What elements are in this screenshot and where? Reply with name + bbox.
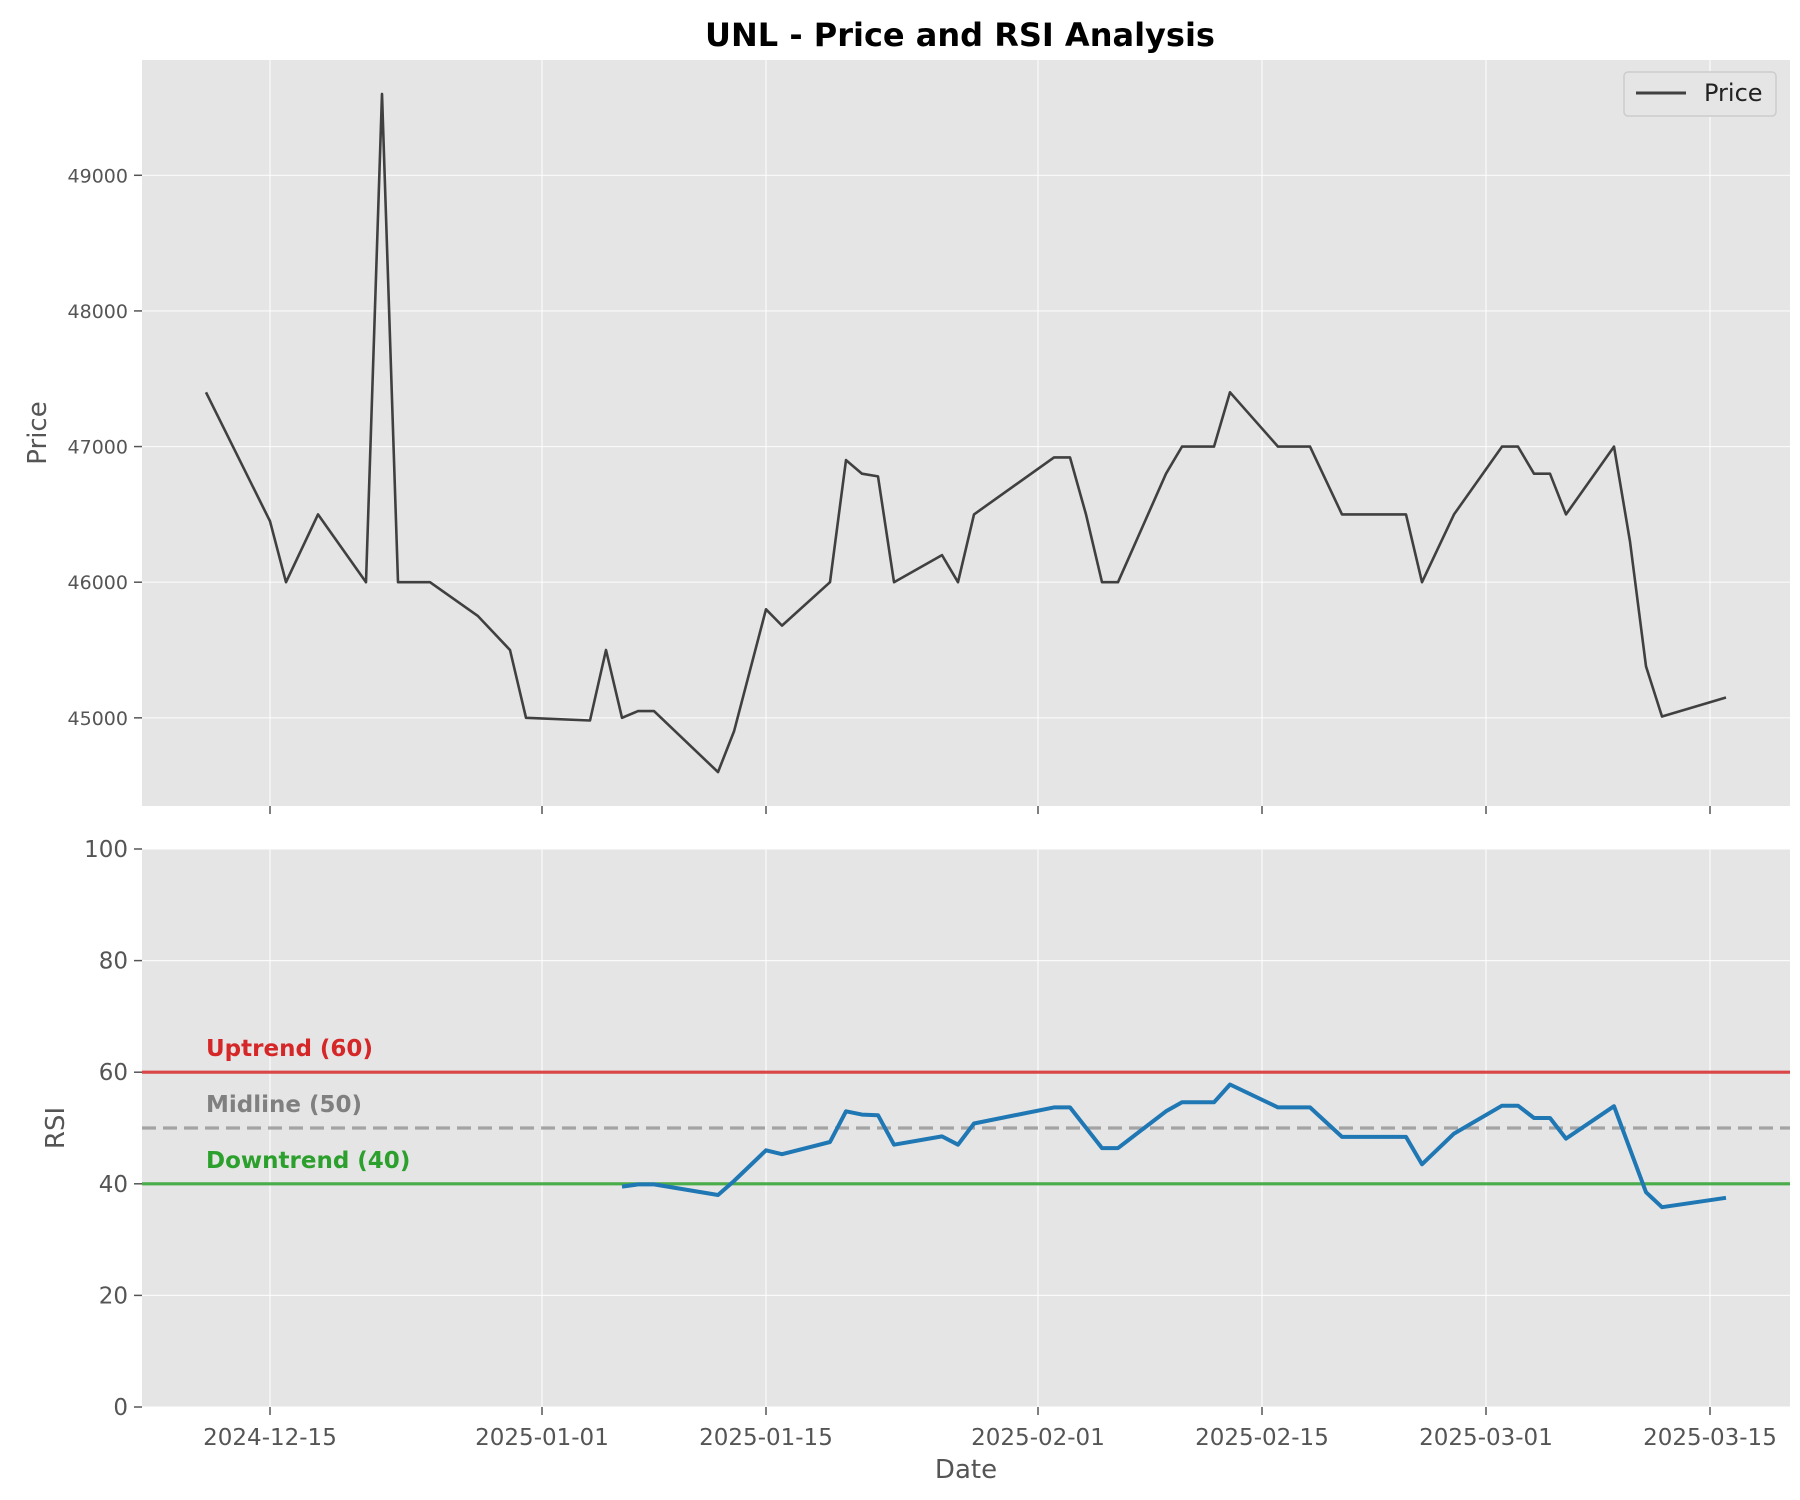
rsi-y-tick-label: 60 [99,1060,128,1086]
x-axis-title: Date [935,1455,997,1485]
price-y-tick-label: 46000 [68,572,128,594]
rsi-reference-lines: Uptrend (60) Midline (50) Downtrend (40) [142,1036,1790,1186]
price-y-tick-label: 48000 [68,301,128,323]
rsi-y-tick-label: 0 [113,1395,128,1421]
price-x-ticks [269,806,1711,814]
rsi-panel: 0 20 40 60 80 100 Uptrend (60) Midline (50) Dow… [41,837,1790,1485]
rsi-reference-label: Midline (50) [206,1092,362,1118]
price-panel: 45000 46000 47000 48000 49000 Price Price [23,60,1790,814]
x-tick-label: 2025-02-15 [1195,1425,1329,1451]
chart-title: UNL - Price and RSI Analysis [705,16,1215,54]
price-y-tick-label: 45000 [68,708,128,730]
x-tick-label: 2025-03-01 [1419,1425,1553,1451]
rsi-y-tick-label: 40 [99,1172,128,1198]
rsi-y-tick-label: 80 [99,949,128,975]
rsi-y-ticks: 0 20 40 60 80 100 [84,837,142,1421]
rsi-lines [621,1082,1727,1210]
rsi-reference-label: Downtrend (40) [206,1148,410,1174]
price-plot-background [142,60,1790,806]
rsi-x-ticks: 2024-12-15 2025-01-01 2025-01-15 2025-02-01… [203,1407,1777,1451]
legend-box [1623,71,1777,117]
price-y-axis-title: Price [23,401,53,464]
rsi-series-line [621,1082,1727,1210]
price-lines [204,92,1727,774]
price-y-tick-label: 49000 [68,165,128,187]
price-series-line [204,92,1727,774]
x-tick-label: 2025-01-15 [699,1425,833,1451]
x-tick-label: 2025-03-15 [1643,1425,1777,1451]
x-tick-label: 2025-01-01 [475,1425,609,1451]
rsi-y-axis-title: RSI [41,1107,71,1149]
rsi-y-tick-label: 20 [99,1283,128,1309]
rsi-reference-label: Uptrend (60) [206,1036,373,1062]
price-y-tick-label: 47000 [68,437,128,459]
rsi-y-tick-label: 100 [84,837,128,863]
price-legend: Price [1623,71,1777,117]
legend-price-label: Price [1704,79,1763,107]
price-y-ticks: 45000 46000 47000 48000 49000 [68,165,142,730]
x-tick-label: 2025-02-01 [971,1425,1105,1451]
x-tick-label: 2024-12-15 [203,1425,337,1451]
